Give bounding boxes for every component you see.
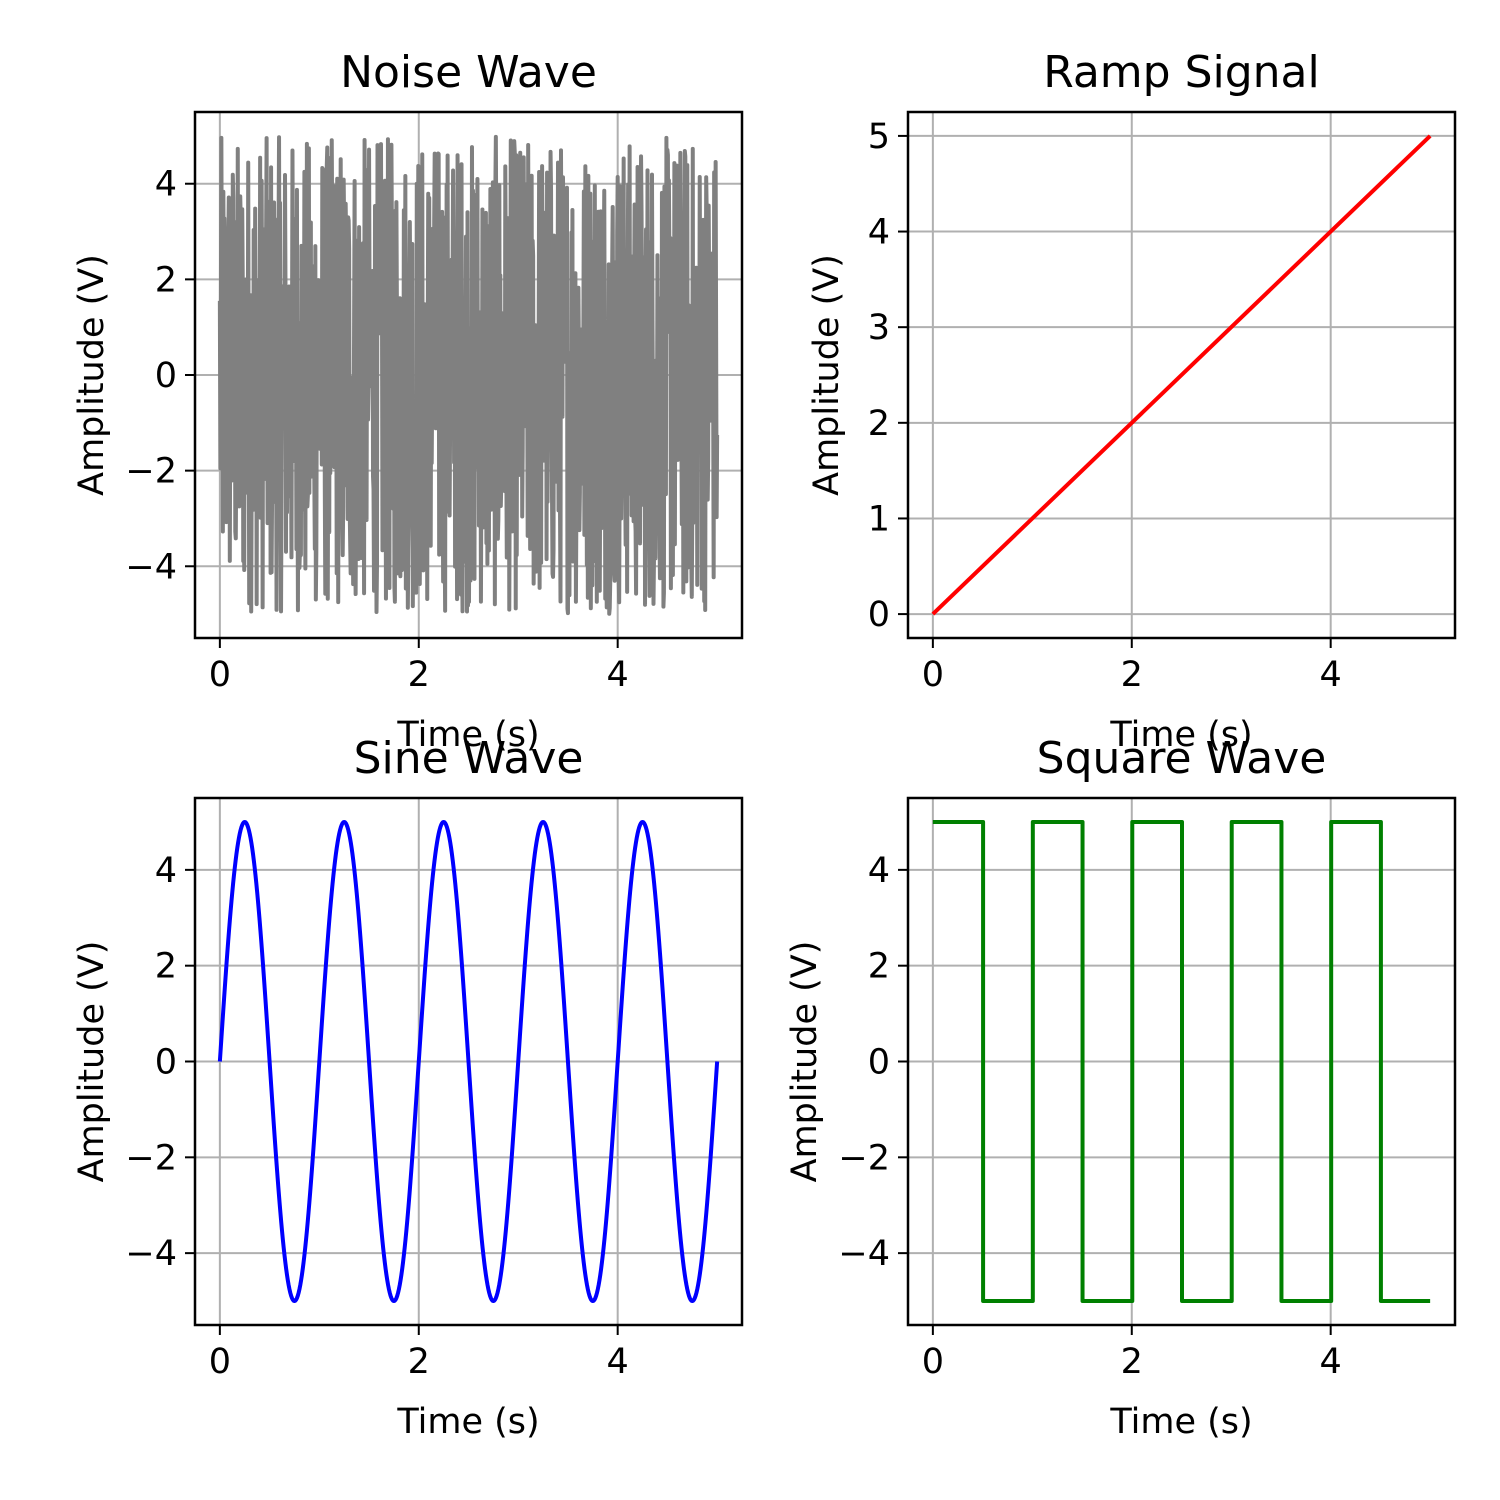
ramp-chart: 0 2 4 0 1 2 3 4 5 Ramp Signal Time (s) Amplitude (V… [807, 47, 1457, 755]
x-tick-label: 4 [607, 655, 629, 695]
y-tick-label: 2 [868, 947, 890, 987]
sine-ylabel: Amplitude (V) [72, 941, 112, 1183]
x-tick-label: 0 [922, 1342, 944, 1382]
y-tick-label: 5 [868, 117, 890, 157]
y-tick-label: 1 [868, 499, 890, 539]
square-chart: 0 2 4 −4 −2 0 2 4 Square Wave Time (s) Amplitude (… [785, 733, 1457, 1442]
y-tick-label: 2 [868, 404, 890, 444]
y-tick-label: 0 [155, 1043, 177, 1083]
y-tick-label: −2 [838, 1138, 890, 1178]
square-ylabel: Amplitude (V) [785, 941, 825, 1183]
y-tick-label: −4 [125, 547, 177, 587]
square-xlabel: Time (s) [1109, 1402, 1252, 1442]
x-tick-label: 0 [209, 655, 231, 695]
y-tick-label: −2 [125, 1138, 177, 1178]
ramp-series-line [931, 134, 1432, 616]
sine-title: Sine Wave [354, 733, 584, 784]
x-tick-label: 2 [1121, 1342, 1143, 1382]
square-series-line [931, 819, 1432, 1304]
noise-ylabel: Amplitude (V) [72, 254, 112, 496]
sine-xlabel: Time (s) [396, 1402, 539, 1442]
y-tick-label: −2 [125, 452, 177, 492]
noise-title: Noise Wave [340, 47, 597, 98]
ramp-ylabel: Amplitude (V) [807, 254, 847, 496]
noise-chart: 0 2 4 −4 −2 0 2 4 Noise Wave Time (s) Amplitude (V… [72, 47, 744, 755]
ramp-title: Ramp Signal [1043, 47, 1320, 98]
x-tick-label: 2 [408, 1342, 430, 1382]
x-tick-label: 4 [1320, 1342, 1342, 1382]
y-tick-label: 4 [155, 165, 177, 205]
sine-chart: 0 2 4 −4 −2 0 2 4 Sine Wave Time (s) Amplitude (V) [72, 733, 744, 1442]
y-tick-label: 3 [868, 308, 890, 348]
noise-series-line [217, 134, 720, 616]
x-tick-label: 0 [922, 655, 944, 695]
y-tick-label: −4 [838, 1234, 890, 1274]
square-title: Square Wave [1037, 733, 1327, 784]
sine-series-line [217, 819, 720, 1304]
y-tick-label: 0 [868, 1043, 890, 1083]
y-tick-label: 4 [868, 851, 890, 891]
x-tick-label: 0 [209, 1342, 231, 1382]
y-tick-label: −4 [125, 1234, 177, 1274]
y-tick-label: 2 [155, 260, 177, 300]
y-tick-label: 0 [868, 595, 890, 635]
y-tick-label: 4 [155, 851, 177, 891]
noise-xlabel: Time (s) [396, 715, 539, 755]
x-tick-label: 2 [1121, 655, 1143, 695]
y-tick-label: 2 [155, 947, 177, 987]
x-tick-label: 4 [607, 1342, 629, 1382]
ramp-xlabel: Time (s) [1109, 715, 1252, 755]
y-tick-label: 4 [868, 213, 890, 253]
x-tick-label: 2 [408, 655, 430, 695]
axes-frame [906, 110, 1457, 640]
x-tick-label: 4 [1320, 655, 1342, 695]
y-tick-label: 0 [155, 356, 177, 396]
